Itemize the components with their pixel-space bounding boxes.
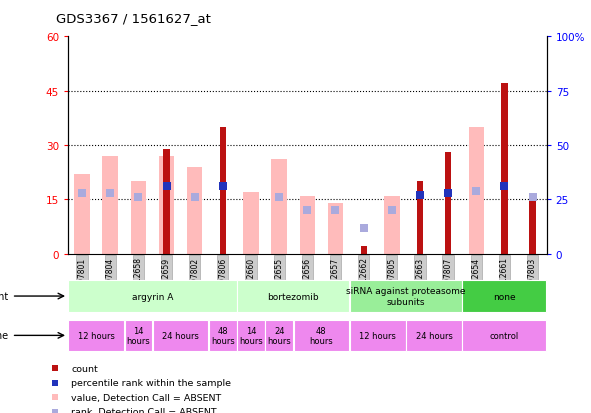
- Text: time: time: [0, 330, 9, 341]
- Bar: [159, 157, 174, 254]
- Bar: [265, 320, 293, 351]
- Point: [50, 408, 60, 413]
- Bar: [469, 128, 484, 254]
- Point: [162, 183, 171, 190]
- Text: value, Detection Call = ABSENT: value, Detection Call = ABSENT: [71, 393, 222, 402]
- Bar: [68, 320, 124, 351]
- Text: count: count: [71, 364, 98, 373]
- Point: [190, 194, 199, 201]
- Bar: [445, 153, 451, 254]
- Bar: [271, 160, 287, 254]
- Text: none: none: [493, 292, 516, 301]
- Point: [134, 194, 143, 201]
- Bar: [237, 280, 349, 312]
- Text: 12 hours: 12 hours: [359, 331, 396, 340]
- Text: control: control: [490, 331, 519, 340]
- Point: [105, 190, 115, 197]
- Text: 24 hours: 24 hours: [162, 331, 199, 340]
- Point: [77, 190, 87, 197]
- Point: [443, 190, 453, 197]
- Bar: [131, 182, 146, 254]
- Point: [50, 365, 60, 372]
- Point: [387, 207, 397, 214]
- Text: argyrin A: argyrin A: [132, 292, 173, 301]
- Bar: [463, 320, 547, 351]
- Bar: [530, 196, 535, 254]
- Text: siRNA against proteasome
subunits: siRNA against proteasome subunits: [346, 287, 466, 306]
- Bar: [417, 182, 423, 254]
- Bar: [102, 157, 118, 254]
- Bar: [328, 204, 343, 254]
- Bar: [463, 280, 547, 312]
- Bar: [237, 320, 265, 351]
- Point: [331, 207, 340, 214]
- Text: 24
hours: 24 hours: [267, 326, 291, 345]
- Text: 14
hours: 14 hours: [126, 326, 150, 345]
- Bar: [300, 196, 315, 254]
- Point: [359, 225, 368, 231]
- Bar: [152, 320, 209, 351]
- Bar: [406, 320, 462, 351]
- Bar: [68, 280, 236, 312]
- Point: [218, 183, 228, 190]
- Text: bortezomib: bortezomib: [268, 292, 319, 301]
- Point: [50, 380, 60, 386]
- Bar: [361, 247, 367, 254]
- Point: [500, 183, 509, 190]
- Bar: [294, 320, 349, 351]
- Bar: [164, 149, 170, 254]
- Bar: [209, 320, 236, 351]
- Text: GDS3367 / 1561627_at: GDS3367 / 1561627_at: [56, 12, 211, 25]
- Text: agent: agent: [0, 291, 9, 301]
- Point: [528, 194, 537, 201]
- Bar: [384, 196, 400, 254]
- Text: 14
hours: 14 hours: [239, 326, 263, 345]
- Point: [303, 207, 312, 214]
- Point: [415, 192, 425, 199]
- Bar: [220, 128, 226, 254]
- Text: 48
hours: 48 hours: [211, 326, 235, 345]
- Bar: [74, 174, 90, 254]
- Point: [472, 188, 481, 195]
- Bar: [350, 320, 405, 351]
- Bar: [350, 280, 462, 312]
- Bar: [125, 320, 152, 351]
- Text: 24 hours: 24 hours: [415, 331, 453, 340]
- Text: rank, Detection Call = ABSENT: rank, Detection Call = ABSENT: [71, 407, 217, 413]
- Bar: [243, 192, 259, 254]
- Bar: [187, 167, 203, 254]
- Bar: [501, 84, 508, 254]
- Text: percentile rank within the sample: percentile rank within the sample: [71, 378, 231, 387]
- Text: 48
hours: 48 hours: [310, 326, 333, 345]
- Point: [274, 194, 284, 201]
- Point: [50, 394, 60, 401]
- Text: 12 hours: 12 hours: [77, 331, 115, 340]
